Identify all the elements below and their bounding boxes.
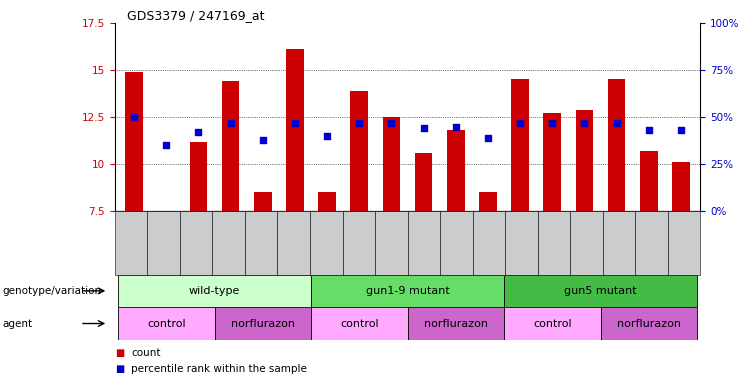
Text: ■: ■ [115,348,124,358]
Text: GSM323082: GSM323082 [355,215,364,270]
Text: GSM323080: GSM323080 [290,215,299,270]
FancyBboxPatch shape [504,275,697,307]
Bar [190,142,207,211]
Point [450,124,462,130]
Text: count: count [131,348,161,358]
Bar [447,130,465,211]
Text: GSM323089: GSM323089 [580,215,589,270]
Text: GSM323076: GSM323076 [162,215,171,270]
Text: percentile rank within the sample: percentile rank within the sample [131,364,307,374]
Text: control: control [340,318,379,329]
Point [257,137,269,143]
Text: gun1-9 mutant: gun1-9 mutant [365,286,450,296]
Point [514,120,526,126]
FancyBboxPatch shape [118,275,311,307]
Point [160,142,172,148]
Point [546,120,558,126]
Point [611,120,622,126]
Text: GSM323085: GSM323085 [451,215,460,270]
Bar [511,79,529,211]
Bar [125,72,143,211]
Text: GSM323086: GSM323086 [483,215,493,270]
FancyBboxPatch shape [311,275,504,307]
Text: GSM323077: GSM323077 [194,215,203,270]
Text: GSM323081: GSM323081 [322,215,332,270]
Text: GSM323092: GSM323092 [677,215,685,270]
Text: genotype/variation: genotype/variation [2,286,102,296]
Text: GSM323078: GSM323078 [226,215,235,270]
Text: gun5 mutant: gun5 mutant [564,286,637,296]
Bar [254,192,272,211]
FancyBboxPatch shape [215,307,311,340]
Text: GSM323084: GSM323084 [419,215,428,270]
Bar [640,151,657,211]
Text: GSM323079: GSM323079 [259,215,268,270]
Bar [222,81,239,211]
Text: norflurazon: norflurazon [230,318,295,329]
Bar [350,91,368,211]
Point [225,120,236,126]
Point [128,114,140,120]
Text: control: control [533,318,571,329]
FancyBboxPatch shape [118,307,215,340]
Point [385,120,397,126]
Text: control: control [147,318,186,329]
Bar [286,50,304,211]
FancyBboxPatch shape [600,307,697,340]
Text: ■: ■ [115,364,124,374]
Text: GSM323088: GSM323088 [548,215,556,270]
Point [289,120,301,126]
Text: GSM323090: GSM323090 [612,215,621,270]
Point [675,127,687,133]
FancyBboxPatch shape [504,307,600,340]
Text: norflurazon: norflurazon [424,318,488,329]
Bar [319,192,336,211]
Text: GDS3379 / 247169_at: GDS3379 / 247169_at [127,9,264,22]
Point [643,127,655,133]
Point [482,135,494,141]
Text: GSM323091: GSM323091 [644,215,654,270]
Point [321,133,333,139]
FancyBboxPatch shape [311,307,408,340]
Bar [576,109,594,211]
Bar [415,153,433,211]
Point [579,120,591,126]
Point [353,120,365,126]
Text: GSM323087: GSM323087 [516,215,525,270]
Bar [479,192,496,211]
FancyBboxPatch shape [408,307,504,340]
Text: norflurazon: norflurazon [617,318,681,329]
Text: GSM323083: GSM323083 [387,215,396,270]
Bar [382,117,400,211]
Text: GSM323075: GSM323075 [130,215,139,270]
Bar [608,79,625,211]
Bar [543,113,561,211]
Text: wild-type: wild-type [189,286,240,296]
Point [418,125,430,131]
Point [193,129,205,135]
Bar [672,162,690,211]
Text: agent: agent [2,318,33,329]
